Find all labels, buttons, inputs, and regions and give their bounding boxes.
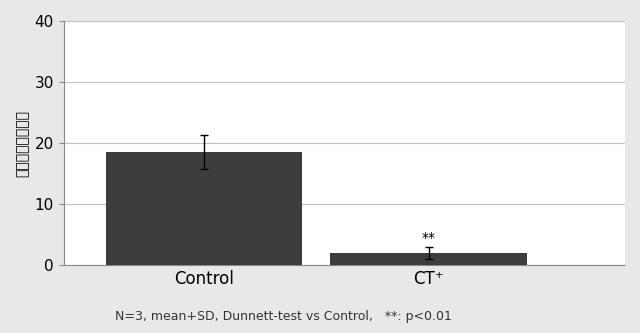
Bar: [106, 152, 302, 265]
Y-axis label: 表皮面積率（％）: 表皮面積率（％）: [15, 110, 29, 176]
Text: **: **: [422, 231, 436, 245]
Bar: [330, 253, 527, 265]
Text: N=3, mean+SD, Dunnett-test vs Control,   **: p<0.01: N=3, mean+SD, Dunnett-test vs Control, *…: [115, 310, 452, 323]
